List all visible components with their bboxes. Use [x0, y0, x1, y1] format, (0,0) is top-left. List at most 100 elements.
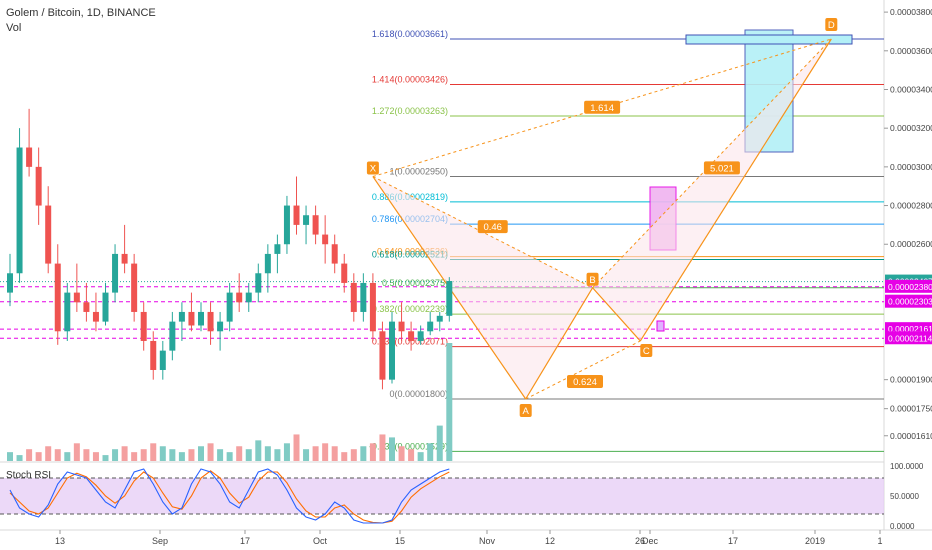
- candle-body: [26, 147, 33, 167]
- candle-body: [264, 253, 271, 274]
- pattern-triangle-bcd: [592, 39, 832, 341]
- candle-body: [83, 302, 90, 312]
- candle-body: [92, 311, 99, 322]
- volume-bar: [236, 446, 243, 461]
- candle-body: [45, 205, 52, 264]
- candle-body: [140, 311, 147, 341]
- volume-bar: [16, 455, 23, 461]
- volume-bar: [264, 446, 271, 461]
- candle-body: [274, 244, 281, 254]
- fib-level-label: 1.414(0.00003426): [372, 74, 448, 84]
- price-axis-label: 0.00001750: [890, 404, 932, 414]
- candle-body: [369, 282, 376, 332]
- fib-level-label: 0.5(0.00002375): [382, 278, 448, 288]
- candle-body: [360, 282, 367, 312]
- price-axis-label: 0.00003000: [890, 162, 932, 172]
- volume-bar: [121, 446, 128, 461]
- time-axis-label: 15: [395, 536, 405, 546]
- candle-body: [427, 321, 434, 332]
- time-axis-label: Sep: [152, 536, 168, 546]
- pattern-ratio-xb-bg: [477, 220, 508, 234]
- candle-body: [226, 292, 233, 322]
- candle-body: [303, 215, 310, 225]
- volume-bar: [341, 452, 348, 461]
- pattern-ratio-ac-bg: [567, 374, 603, 388]
- candle-body: [417, 331, 424, 341]
- price-badge: 0.00002114: [888, 333, 932, 343]
- fib-level-label: 0.618(0.00002521): [372, 250, 448, 260]
- pattern-point-d-bg: [825, 18, 838, 31]
- volume-bar: [83, 449, 90, 461]
- candle-body: [102, 292, 109, 322]
- volume-bar: [102, 455, 109, 461]
- candle-body: [293, 205, 300, 225]
- time-axis-label: 17: [728, 536, 738, 546]
- pattern-leg: [592, 287, 641, 342]
- candle-body: [207, 311, 214, 332]
- chart-title: Golem / Bitcoin, 1D, BINANCE: [6, 7, 156, 19]
- volume-bar: [283, 443, 290, 461]
- candle-body: [312, 215, 319, 235]
- volume-bar: [360, 446, 367, 461]
- volume-bar: [293, 434, 300, 461]
- volume-bar: [131, 452, 138, 461]
- volume-bar: [446, 343, 453, 461]
- time-axis-label: 1: [877, 536, 882, 546]
- time-axis-label: 17: [240, 536, 250, 546]
- candle-body: [112, 253, 119, 293]
- price-badge-bg: [885, 279, 932, 293]
- prz-box: [685, 34, 853, 45]
- pattern-point-x-bg: [366, 161, 379, 175]
- candle-body: [198, 311, 204, 326]
- price-badge: 0.00002303: [888, 297, 932, 307]
- candle-body: [389, 321, 395, 380]
- candle-body: [379, 331, 386, 380]
- stoch-rsi-axis-label: 100.0000: [890, 462, 924, 471]
- candle-body: [446, 280, 453, 316]
- volume-bar: [217, 449, 224, 461]
- pattern-point-d: D: [828, 20, 835, 31]
- pattern-point-c-bg: [640, 343, 653, 357]
- candle-body: [322, 234, 329, 245]
- time-axis-label: Dec: [642, 536, 659, 546]
- candle-body: [217, 321, 224, 332]
- volume-bar: [178, 452, 185, 461]
- pattern-ratio-ac: 0.624: [573, 377, 597, 388]
- price-axis-label: 0.00003200: [890, 123, 932, 133]
- volume-bar: [408, 449, 415, 461]
- fib-level-label: 0.236(0.00002071): [372, 337, 448, 347]
- candle-body: [73, 292, 80, 303]
- volume-bar: [54, 449, 61, 461]
- volume-bar: [255, 440, 262, 461]
- price-axis-label: 0.00003800: [890, 7, 932, 17]
- pattern-point-b-bg: [586, 272, 599, 286]
- pattern-point-c: C: [643, 346, 650, 357]
- pattern-point-x: X: [370, 164, 377, 175]
- fib-level-label: 0(0.00001800): [389, 389, 448, 399]
- volume-bar: [73, 443, 80, 461]
- volume-bar: [150, 443, 157, 461]
- candle-body: [150, 340, 157, 370]
- volume-label: Vol: [6, 22, 22, 34]
- candle-body: [178, 311, 185, 322]
- volume-bar: [322, 443, 329, 461]
- price-axis-label: 0.00002600: [890, 239, 932, 249]
- volume-bar: [112, 449, 119, 461]
- stoch-rsi-axis-label: 0.0000: [890, 522, 915, 531]
- candle-body: [245, 292, 252, 303]
- volume-bar: [7, 452, 13, 461]
- volume-bar: [427, 443, 434, 461]
- candle-body: [236, 292, 243, 303]
- stop-zone-box: [656, 320, 665, 332]
- volume-bar: [226, 452, 233, 461]
- volume-bar: [26, 449, 33, 461]
- volume-bar: [159, 446, 166, 461]
- pattern-leg: [639, 38, 832, 342]
- fib-level-label: 0.382(0.00002239): [372, 304, 448, 314]
- stoch-rsi-label: Stoch RSI: [6, 470, 51, 481]
- fib-level-label: 1.618(0.00003661): [372, 29, 448, 39]
- volume-bar: [436, 425, 443, 461]
- pattern-point-b: B: [589, 275, 595, 286]
- fib-level-label: -0.236(0.00001529): [369, 441, 448, 451]
